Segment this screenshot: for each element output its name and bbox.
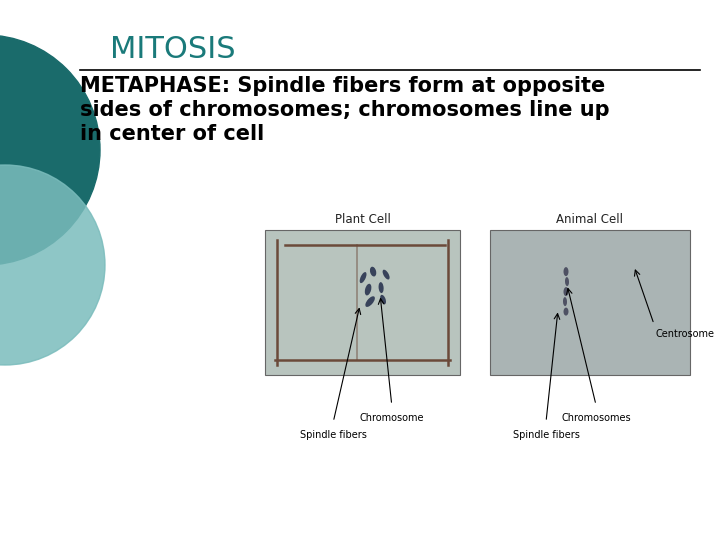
Ellipse shape — [370, 267, 377, 276]
Text: Plant Cell: Plant Cell — [335, 213, 390, 226]
Circle shape — [0, 165, 105, 365]
Ellipse shape — [564, 308, 569, 315]
Ellipse shape — [365, 296, 375, 307]
Text: MITOSIS: MITOSIS — [110, 35, 235, 64]
Text: sides of chromosomes; chromosomes line up: sides of chromosomes; chromosomes line u… — [80, 100, 610, 120]
Ellipse shape — [563, 297, 567, 306]
Text: in center of cell: in center of cell — [80, 124, 264, 144]
Ellipse shape — [564, 287, 569, 296]
Circle shape — [0, 35, 100, 265]
Ellipse shape — [380, 295, 386, 305]
Text: Chromosomes: Chromosomes — [561, 413, 631, 423]
Ellipse shape — [382, 269, 390, 280]
Ellipse shape — [564, 267, 569, 276]
Text: Spindle fibers: Spindle fibers — [513, 430, 580, 440]
Ellipse shape — [360, 272, 366, 283]
Text: Centrosome: Centrosome — [656, 329, 715, 339]
Text: Spindle fibers: Spindle fibers — [300, 430, 366, 440]
Text: METAPHASE: Spindle fibers form at opposite: METAPHASE: Spindle fibers form at opposi… — [80, 76, 606, 96]
Text: Animal Cell: Animal Cell — [557, 213, 624, 226]
Bar — [490, 230, 690, 375]
Text: Chromosome: Chromosome — [359, 413, 424, 423]
Ellipse shape — [565, 277, 569, 286]
Ellipse shape — [365, 284, 372, 295]
Bar — [265, 230, 460, 375]
Ellipse shape — [379, 282, 384, 293]
